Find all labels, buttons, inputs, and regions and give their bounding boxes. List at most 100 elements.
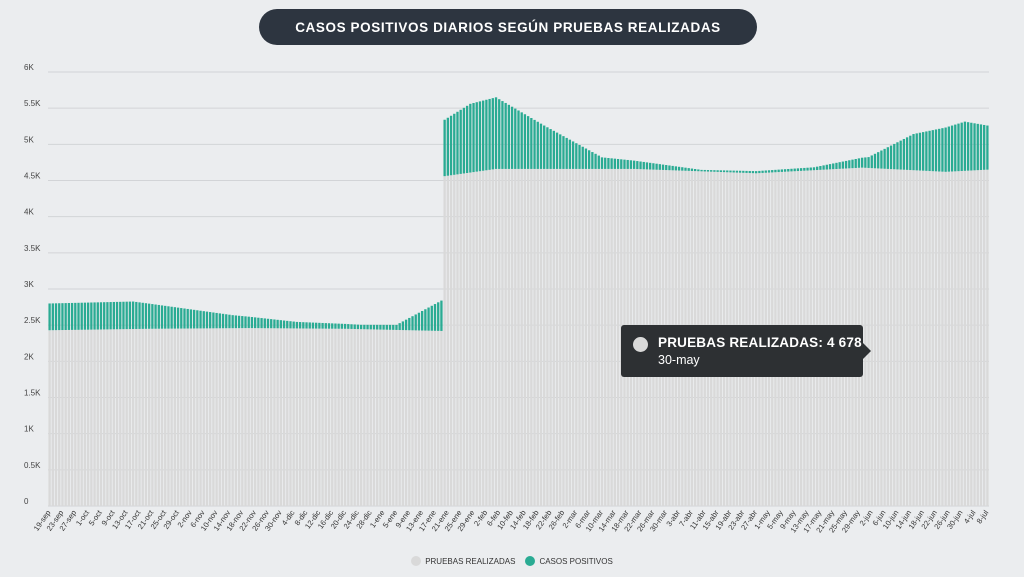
bar-casos[interactable]: [790, 168, 793, 172]
bar-casos[interactable]: [738, 170, 742, 173]
bar-casos[interactable]: [877, 152, 880, 169]
bar-pruebas[interactable]: [366, 329, 369, 506]
bar-casos[interactable]: [912, 134, 915, 171]
bar-casos[interactable]: [77, 302, 80, 330]
bar-pruebas[interactable]: [970, 170, 973, 506]
bar-casos[interactable]: [250, 317, 254, 329]
bar-casos[interactable]: [311, 322, 315, 329]
bar-pruebas[interactable]: [414, 330, 417, 506]
bar-pruebas[interactable]: [459, 173, 462, 506]
bar-pruebas[interactable]: [510, 168, 514, 506]
bar-casos[interactable]: [135, 301, 138, 329]
bar-casos[interactable]: [180, 308, 183, 329]
bar-pruebas[interactable]: [77, 329, 80, 506]
bar-casos[interactable]: [697, 169, 700, 172]
bar-casos[interactable]: [398, 323, 401, 331]
bar-pruebas[interactable]: [308, 328, 311, 506]
bar-pruebas[interactable]: [893, 169, 896, 506]
bar-casos[interactable]: [192, 309, 196, 329]
bar-casos[interactable]: [613, 158, 617, 169]
bar-casos[interactable]: [822, 165, 825, 170]
bar-casos[interactable]: [176, 307, 180, 329]
bar-pruebas[interactable]: [983, 169, 986, 506]
bar-pruebas[interactable]: [356, 329, 360, 506]
bar-casos[interactable]: [671, 165, 674, 171]
bar-casos[interactable]: [543, 125, 546, 169]
bar-casos[interactable]: [867, 157, 870, 168]
bar-pruebas[interactable]: [954, 171, 957, 507]
bar-casos[interactable]: [334, 323, 337, 329]
bar-pruebas[interactable]: [324, 328, 327, 506]
bar-pruebas[interactable]: [64, 329, 67, 506]
bar-pruebas[interactable]: [74, 329, 77, 506]
bar-casos[interactable]: [414, 314, 417, 331]
bar-pruebas[interactable]: [494, 168, 498, 506]
bar-pruebas[interactable]: [475, 171, 478, 506]
bar-pruebas[interactable]: [154, 328, 157, 506]
bar-pruebas[interactable]: [388, 329, 392, 506]
bar-pruebas[interactable]: [167, 328, 170, 506]
bar-casos[interactable]: [758, 170, 761, 174]
bar-casos[interactable]: [298, 322, 302, 329]
bar-pruebas[interactable]: [514, 168, 517, 506]
bar-casos[interactable]: [51, 303, 54, 331]
bar-pruebas[interactable]: [597, 168, 600, 506]
bar-pruebas[interactable]: [864, 167, 867, 507]
bar-pruebas[interactable]: [443, 176, 446, 506]
bar-pruebas[interactable]: [941, 171, 944, 507]
bar-casos[interactable]: [112, 301, 115, 330]
bar-pruebas[interactable]: [231, 328, 234, 506]
bar-pruebas[interactable]: [546, 168, 549, 506]
bar-casos[interactable]: [636, 161, 639, 170]
bar-casos[interactable]: [796, 168, 800, 172]
bar-casos[interactable]: [494, 97, 498, 169]
bar-casos[interactable]: [273, 319, 276, 329]
bar-pruebas[interactable]: [453, 174, 456, 506]
bar-pruebas[interactable]: [571, 168, 575, 506]
bar-pruebas[interactable]: [420, 330, 424, 506]
bar-pruebas[interactable]: [979, 169, 983, 507]
bar-casos[interactable]: [552, 130, 555, 169]
bar-casos[interactable]: [681, 167, 684, 171]
bar-pruebas[interactable]: [950, 171, 954, 507]
bar-casos[interactable]: [546, 127, 549, 169]
bar-casos[interactable]: [632, 160, 636, 169]
bar-casos[interactable]: [597, 155, 600, 169]
bar-casos[interactable]: [408, 317, 411, 331]
bar-casos[interactable]: [915, 133, 918, 171]
bar-pruebas[interactable]: [562, 168, 565, 506]
bar-pruebas[interactable]: [427, 330, 430, 506]
bar-pruebas[interactable]: [359, 329, 363, 506]
bar-casos[interactable]: [539, 123, 543, 169]
bar-pruebas[interactable]: [183, 328, 186, 506]
bar-pruebas[interactable]: [202, 328, 205, 506]
bar-casos[interactable]: [462, 107, 466, 174]
bar-casos[interactable]: [600, 157, 604, 169]
bar-pruebas[interactable]: [263, 328, 266, 506]
bar-casos[interactable]: [639, 161, 642, 170]
bar-pruebas[interactable]: [404, 330, 408, 506]
bar-pruebas[interactable]: [536, 168, 539, 506]
bar-casos[interactable]: [331, 323, 334, 329]
bar-casos[interactable]: [825, 164, 828, 170]
bar-pruebas[interactable]: [228, 328, 231, 506]
bar-casos[interactable]: [684, 167, 687, 171]
bar-casos[interactable]: [86, 302, 90, 330]
bar-casos[interactable]: [482, 100, 485, 171]
bar-casos[interactable]: [700, 169, 703, 172]
bar-casos[interactable]: [440, 300, 443, 331]
bar-casos[interactable]: [722, 170, 726, 173]
bar-pruebas[interactable]: [922, 170, 925, 506]
bar-pruebas[interactable]: [600, 168, 604, 506]
bar-casos[interactable]: [934, 129, 938, 172]
bar-pruebas[interactable]: [909, 170, 912, 506]
bar-pruebas[interactable]: [507, 168, 511, 506]
bar-casos[interactable]: [501, 101, 504, 169]
bar-casos[interactable]: [970, 122, 973, 171]
bar-pruebas[interactable]: [382, 329, 385, 506]
bar-pruebas[interactable]: [559, 168, 562, 506]
bar-casos[interactable]: [372, 324, 376, 330]
bar-casos[interactable]: [138, 302, 141, 329]
bar-pruebas[interactable]: [925, 170, 928, 506]
bar-casos[interactable]: [498, 99, 501, 169]
